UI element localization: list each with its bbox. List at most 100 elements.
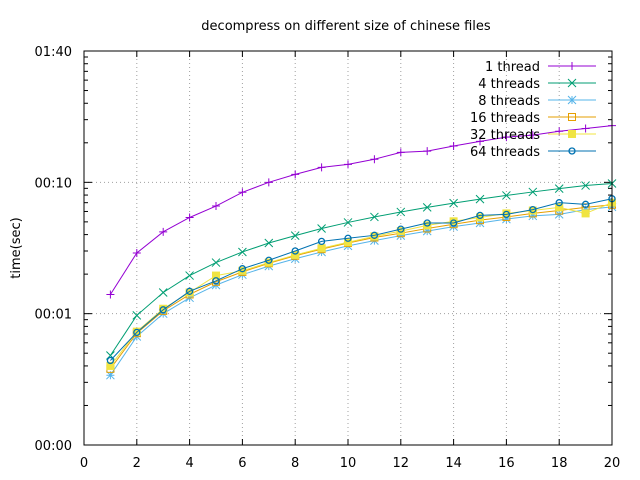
legend-entry: 64 threads — [470, 145, 596, 160]
data-point — [212, 202, 220, 211]
data-point — [475, 194, 485, 204]
data-point — [238, 188, 247, 197]
legend-marker — [568, 113, 576, 121]
data-point — [317, 237, 326, 246]
data-point — [238, 265, 247, 273]
legend-entry: 8 threads — [478, 94, 596, 109]
series-line — [109, 204, 613, 370]
x-tick-label: 0 — [80, 456, 88, 471]
data-point — [476, 211, 484, 220]
y-tick-label: 00:10 — [35, 176, 72, 191]
data-point — [555, 199, 563, 207]
legend-entry: 32 threads — [470, 128, 596, 143]
data-point — [343, 218, 353, 227]
data-point — [528, 187, 538, 197]
data-point — [502, 214, 511, 224]
legend: 1 thread 4 threads 8 threads 16 threads 32 t… — [470, 60, 596, 160]
data-point — [528, 211, 538, 221]
data-point — [290, 231, 300, 240]
y-tick-label: 00:01 — [35, 308, 72, 323]
series-1 — [106, 121, 616, 299]
legend-marker — [567, 95, 577, 105]
data-point — [185, 287, 194, 295]
data-point — [132, 311, 142, 320]
data-point — [158, 288, 168, 297]
data-point — [185, 288, 194, 297]
legend-marker — [567, 78, 577, 88]
data-point — [159, 227, 168, 236]
legend-label: 32 threads — [470, 128, 540, 143]
data-point — [423, 147, 432, 156]
plot-frame — [83, 50, 613, 446]
series-line — [109, 182, 613, 356]
chart-title: decompress on different size of chinese … — [201, 19, 491, 34]
x-tick-label: 2 — [133, 456, 141, 471]
data-point — [528, 131, 537, 140]
data-point — [581, 124, 590, 133]
data-point — [502, 191, 511, 200]
data-point — [396, 148, 405, 157]
data-point — [158, 309, 168, 319]
data-point — [291, 170, 300, 179]
series-line — [109, 125, 613, 295]
data-point — [344, 234, 352, 242]
data-point — [106, 361, 115, 370]
series-4 — [106, 200, 616, 373]
x-tick-label: 16 — [498, 456, 515, 471]
data-point — [529, 205, 537, 214]
data-point — [264, 178, 273, 187]
data-point — [396, 227, 405, 236]
data-point — [581, 181, 590, 190]
data-point — [396, 207, 406, 217]
legend-entry: 4 threads — [478, 77, 596, 92]
y-tick-label: 00:00 — [35, 439, 72, 454]
series-line — [110, 202, 613, 367]
x-tick-label: 10 — [340, 456, 357, 471]
data-point — [106, 370, 115, 380]
legend-label: 8 threads — [478, 94, 540, 109]
legend-label: 16 threads — [470, 111, 540, 126]
data-point — [185, 271, 194, 280]
y-tick-label: 01:40 — [35, 45, 72, 60]
data-point — [370, 155, 379, 164]
data-point — [581, 209, 590, 218]
data-point — [449, 217, 458, 226]
data-point — [370, 212, 379, 222]
data-point — [159, 306, 167, 314]
data-point — [502, 210, 511, 219]
data-point — [422, 226, 432, 236]
data-point — [291, 247, 299, 255]
legend-marker — [568, 130, 576, 138]
series-5 — [106, 198, 616, 370]
data-point — [133, 328, 141, 337]
data-point — [554, 184, 564, 194]
data-point — [132, 248, 141, 257]
data-point — [475, 218, 485, 228]
data-point — [449, 198, 458, 208]
x-tick-label: 14 — [445, 456, 462, 471]
x-tick-label: 8 — [291, 456, 299, 471]
legend-label: 64 threads — [470, 145, 540, 160]
series-line — [109, 206, 613, 376]
axis-ticks: 0 2 4 6 8 10 12 14 16 18 20 00:00 00:01 00:10 01:40 — [35, 45, 621, 471]
data-point — [212, 277, 220, 285]
data-point — [185, 213, 194, 222]
data-point — [502, 133, 511, 142]
data-point — [317, 163, 326, 172]
data-point — [265, 256, 273, 264]
data-point — [264, 258, 273, 267]
series-2 — [106, 179, 617, 360]
data-point — [397, 225, 405, 233]
data-point — [396, 231, 406, 240]
legend-marker — [568, 147, 576, 155]
data-point — [106, 290, 115, 299]
data-point — [449, 219, 458, 227]
legend-label: 4 threads — [478, 77, 540, 92]
legend-entry: 16 threads — [470, 111, 596, 126]
legend-entry: 1 thread — [485, 60, 596, 75]
legend-marker — [568, 62, 576, 70]
data-point — [106, 356, 115, 365]
data-point — [344, 160, 352, 169]
data-point — [264, 238, 274, 248]
legend-label: 1 thread — [485, 60, 540, 75]
